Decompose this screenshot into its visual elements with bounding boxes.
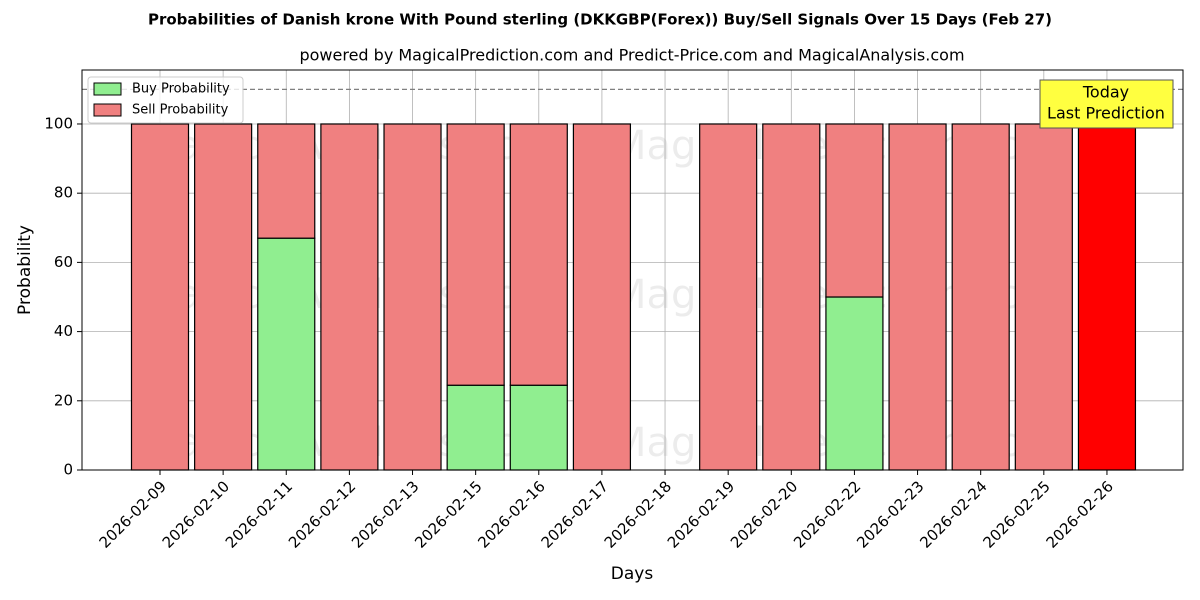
bar bbox=[825, 296, 884, 471]
bar bbox=[888, 123, 947, 471]
bar bbox=[446, 123, 505, 386]
bar bbox=[825, 123, 884, 298]
plot-frame bbox=[81, 69, 1184, 471]
bar bbox=[320, 123, 379, 471]
bar bbox=[572, 123, 632, 471]
x-tick-label: 2026-02-19 bbox=[664, 477, 738, 551]
x-tick-label: 2026-02-23 bbox=[853, 477, 927, 551]
annotation-text: Last Prediction bbox=[1047, 104, 1165, 123]
annotation-text: Today bbox=[1082, 83, 1129, 102]
x-tick-label: 2026-02-15 bbox=[411, 477, 485, 551]
x-tick-label: 2026-02-24 bbox=[916, 477, 990, 551]
bar bbox=[951, 123, 1010, 471]
y-tick-label: 0 bbox=[63, 461, 73, 479]
bar bbox=[699, 123, 758, 471]
y-tick-label: 100 bbox=[44, 114, 73, 132]
y-tick-label: 20 bbox=[54, 391, 73, 409]
x-tick-label: 2026-02-10 bbox=[159, 477, 233, 551]
legend-swatch bbox=[93, 82, 122, 96]
x-axis-label: Days bbox=[611, 564, 654, 584]
legend-swatch bbox=[93, 103, 122, 117]
x-tick-label: 2026-02-26 bbox=[1043, 477, 1117, 551]
x-tick-label: 2026-02-22 bbox=[790, 477, 864, 551]
x-tick-label: 2026-02-09 bbox=[96, 477, 170, 551]
x-tick-label: 2026-02-11 bbox=[222, 477, 296, 551]
y-tick-label: 60 bbox=[54, 253, 73, 271]
legend-label: Sell Probability bbox=[132, 103, 229, 118]
y-axis-label: Probability bbox=[15, 225, 35, 315]
legend-box bbox=[87, 76, 244, 124]
bar bbox=[257, 123, 316, 239]
x-tick-label: 2026-02-12 bbox=[285, 477, 359, 551]
x-tick-label: 2026-02-16 bbox=[474, 477, 548, 551]
bar bbox=[762, 123, 821, 471]
bar bbox=[194, 123, 253, 471]
x-tick-label: 2026-02-25 bbox=[979, 477, 1053, 551]
bar bbox=[509, 123, 568, 386]
chart-title: Probabilities of Danish krone With Pound… bbox=[148, 11, 1052, 29]
bar bbox=[257, 237, 316, 471]
x-tick-label: 2026-02-17 bbox=[538, 477, 612, 551]
y-tick-label: 40 bbox=[54, 322, 73, 340]
x-tick-label: 2026-02-18 bbox=[601, 477, 675, 551]
bar bbox=[130, 123, 190, 471]
x-tick-label: 2026-02-20 bbox=[727, 477, 801, 551]
bar bbox=[1077, 123, 1137, 471]
bar bbox=[1014, 123, 1073, 471]
legend-label: Buy Probability bbox=[132, 82, 230, 97]
x-tick-label: 2026-02-13 bbox=[348, 477, 422, 551]
annotation-box bbox=[1039, 79, 1174, 129]
bar bbox=[446, 384, 505, 471]
y-tick-label: 80 bbox=[54, 184, 73, 202]
bar bbox=[509, 384, 568, 471]
bar bbox=[383, 123, 442, 471]
chart-subtitle: powered by MagicalPrediction.com and Pre… bbox=[299, 46, 964, 65]
